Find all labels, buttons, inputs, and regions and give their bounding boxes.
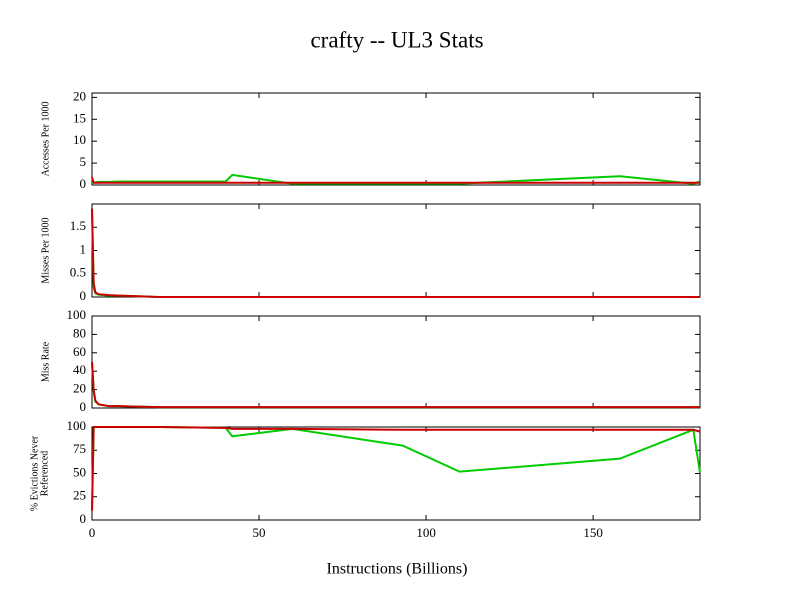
series-line <box>91 426 701 511</box>
y-tick-label: 80 <box>73 325 86 340</box>
y-tick-label: 0.5 <box>70 265 86 280</box>
y-tick-label: 75 <box>73 441 86 456</box>
plot-frame <box>91 315 701 409</box>
series-line <box>91 176 700 184</box>
series-line <box>91 361 700 409</box>
y-axis-label: Miss Rate <box>40 341 51 382</box>
y-tick-label: 0 <box>80 399 87 414</box>
y-tick-label: 20 <box>73 381 86 396</box>
x-tick-label: 100 <box>416 525 436 540</box>
y-tick-label: 0 <box>80 288 87 303</box>
x-tick-label: 50 <box>253 525 266 540</box>
x-tick-label: 0 <box>89 525 96 540</box>
x-axis-label: Instructions (Billions) <box>327 561 468 578</box>
plot-frame <box>91 426 701 521</box>
y-axis-label: Misses Per 1000 <box>40 217 51 283</box>
y-tick-label: 1 <box>80 241 87 256</box>
y-axis-label: Accesses Per 1000 <box>40 102 51 177</box>
y-tick-label: 25 <box>73 488 86 503</box>
series-line <box>91 426 701 511</box>
series-line <box>91 361 700 409</box>
y-tick-label: 0 <box>80 511 87 526</box>
series-line <box>91 208 700 298</box>
y-tick-label: 20 <box>73 88 86 103</box>
plot-frame <box>91 92 701 186</box>
plot-frame <box>91 203 701 298</box>
y-tick-label: 15 <box>73 110 86 125</box>
y-tick-label: 60 <box>73 344 86 359</box>
chart-title: crafty -- UL3 Stats <box>310 27 483 52</box>
series-line <box>91 208 700 298</box>
y-tick-label: 1.5 <box>70 218 86 233</box>
y-tick-label: 0 <box>80 176 87 191</box>
y-tick-label: 10 <box>73 132 86 147</box>
y-tick-label: 5 <box>80 154 87 169</box>
x-tick-label: 150 <box>583 525 603 540</box>
y-axis-label: % Evictions Never <box>29 435 40 511</box>
y-tick-label: 50 <box>73 464 86 479</box>
y-tick-label: 100 <box>67 418 87 433</box>
y-tick-label: 100 <box>67 307 87 322</box>
y-tick-label: 40 <box>73 362 86 377</box>
y-axis-label: Referenced <box>39 451 50 497</box>
